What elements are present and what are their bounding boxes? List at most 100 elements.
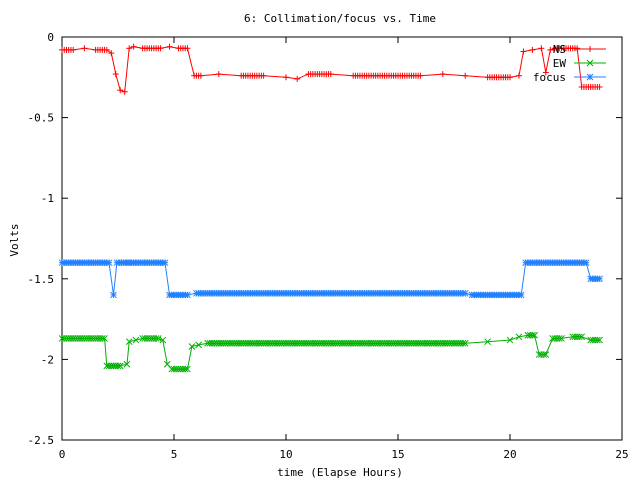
y-axis-label: Volts [8, 223, 21, 256]
data-point-ew [558, 335, 565, 342]
data-point-ew [578, 333, 586, 341]
data-point-ew [152, 335, 160, 342]
data-point-focus [596, 275, 603, 283]
series-layer [58, 43, 603, 373]
data-point-ew [540, 351, 547, 358]
data-point-ns [283, 74, 289, 81]
data-point-ns [439, 71, 446, 78]
data-point-ns [117, 87, 124, 94]
data-point-ew [596, 336, 603, 344]
data-point-ew [181, 365, 189, 373]
data-point-ns [538, 45, 545, 52]
data-point-focus [461, 289, 469, 297]
data-point-focus [582, 259, 590, 267]
chart-title: 6: Collimation/focus vs. Time [244, 12, 436, 25]
data-point-ns [121, 88, 128, 95]
data-point-ew [484, 338, 491, 346]
data-point-ns [70, 46, 77, 53]
y-axis: 0 -0.5 -1 -1.5 -2 -2.5 [28, 31, 622, 447]
data-point-ew [125, 338, 133, 346]
data-point-ns [417, 72, 424, 79]
legend-label-focus: focus [533, 71, 566, 84]
x-tick-label: 15 [391, 448, 404, 461]
data-point-ew [576, 333, 583, 341]
data-point-focus [105, 259, 113, 267]
x-tick-label: 10 [279, 448, 292, 461]
plot-frame [61, 36, 623, 441]
data-point-focus [110, 291, 117, 299]
x-axis-label: time (Elapse Hours) [277, 466, 403, 479]
data-point-ew [594, 336, 601, 344]
data-point-ns [166, 43, 173, 50]
series-line-ns [62, 46, 600, 93]
data-point-ew [123, 360, 131, 368]
data-point-ns [184, 45, 191, 52]
data-point-focus [161, 259, 169, 267]
data-point-ns [197, 72, 204, 79]
data-point-ns [515, 72, 522, 79]
data-point-ns [157, 45, 164, 52]
data-point-focus [517, 291, 525, 299]
y-tick-label: -0.5 [28, 112, 55, 125]
data-point-ew [461, 339, 469, 347]
data-point-ns [327, 71, 334, 78]
data-point-ew [154, 335, 162, 342]
data-point-ew [529, 331, 536, 339]
series-focus [58, 259, 603, 299]
data-point-ns [130, 43, 137, 50]
y-tick-label: -2.5 [28, 434, 55, 447]
data-point-ew [506, 336, 514, 344]
x-tick-label: 5 [171, 448, 178, 461]
data-point-ns [520, 48, 527, 55]
y-tick-label: 0 [47, 31, 54, 44]
data-point-ew [159, 336, 167, 344]
x-tick-label: 20 [503, 448, 516, 461]
data-point-ew [132, 336, 140, 344]
data-point-ns [462, 72, 469, 79]
data-point-ns [529, 46, 536, 53]
plot-area [61, 36, 623, 441]
data-point-ns [108, 50, 115, 57]
data-point-ns [126, 45, 133, 52]
data-point-ns [542, 69, 549, 76]
data-point-ns [596, 83, 603, 90]
y-tick-label: -1.5 [28, 273, 55, 286]
data-point-ns [215, 71, 222, 78]
data-point-ew [195, 341, 202, 349]
data-point-ns [112, 71, 119, 78]
data-point-ew [116, 362, 124, 370]
y-tick-label: -2 [41, 353, 54, 366]
data-point-ew [98, 335, 106, 342]
data-point-ew [515, 333, 523, 341]
data-point-ns [547, 46, 554, 53]
x-tick-label: 25 [615, 448, 628, 461]
legend-marker-focus [586, 73, 594, 81]
legend-label-ns: NS [553, 43, 566, 56]
legend-marker-ew [586, 59, 594, 67]
data-point-ew [114, 362, 122, 370]
data-point-ns [507, 74, 513, 81]
data-point-ew [184, 365, 191, 373]
x-axis: 0 5 10 15 20 25 [59, 37, 629, 461]
data-point-ns [260, 72, 267, 79]
data-point-ew [531, 331, 538, 339]
series-ns [59, 43, 603, 95]
data-point-ew [188, 343, 196, 350]
data-point-ew [542, 351, 550, 358]
y-tick-label: -1 [41, 192, 54, 205]
data-point-ns [81, 45, 88, 52]
data-point-ns [574, 45, 581, 52]
data-point-ew [459, 339, 467, 347]
series-ew [58, 331, 603, 373]
data-point-ns [294, 75, 301, 82]
legend-marker-ns [587, 46, 593, 52]
data-point-ew [101, 335, 108, 342]
x-tick-label: 0 [59, 448, 66, 461]
legend-label-ew: EW [553, 57, 567, 70]
data-point-focus [184, 291, 191, 299]
data-point-ew [555, 335, 563, 342]
data-point-ns [103, 46, 110, 53]
series-line-focus [62, 262, 600, 296]
